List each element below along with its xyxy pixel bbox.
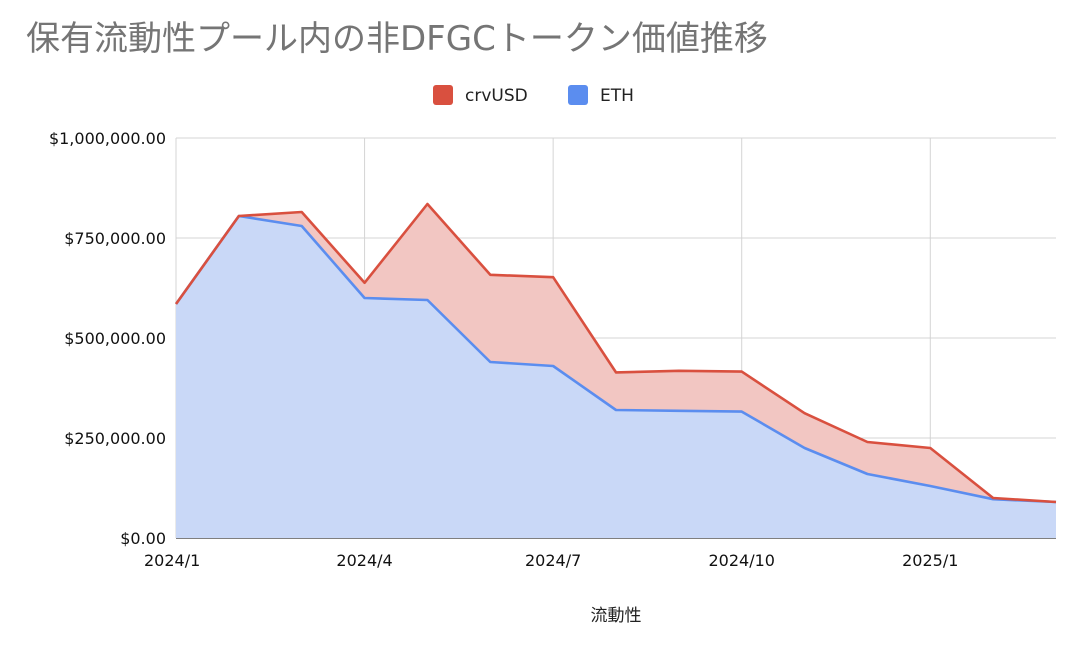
legend: crvUSD ETH [433,85,634,106]
x-tick-label: 2024/10 [708,551,774,570]
area-crvusd [176,204,1056,502]
x-tick-label: 2024/7 [525,551,581,570]
y-tick-label: $500,000.00 [64,329,166,348]
chart-title: 保有流動性プール内の非DFGCトークン価値推移 [26,19,768,59]
legend-label-crvusd: crvUSD [465,86,528,106]
y-tick-label: $750,000.00 [64,229,166,248]
y-tick-label: $0.00 [120,529,166,548]
area-eth [176,216,1056,538]
legend-label-eth: ETH [600,86,634,106]
series-lines [174,202,1057,504]
y-axis-ticks: $0.00 $250,000.00 $500,000.00 $750,000.00 $1… [49,129,166,548]
line-eth [174,214,1057,504]
x-tick-label: 2024/4 [336,551,392,570]
area-fills [176,204,1056,538]
x-axis-ticks: 2024/1 2024/4 2024/7 2024/10 2025/1 [144,551,958,570]
y-tick-label: $250,000.00 [64,429,166,448]
x-tick-label: 2025/1 [902,551,958,570]
legend-swatch-eth [568,85,588,105]
legend-swatch-crvusd [433,85,453,105]
line-crvusd [174,202,1057,504]
y-tick-label: $1,000,000.00 [49,129,166,148]
x-tick-label: 2024/1 [144,551,200,570]
x-axis-label: 流動性 [591,606,642,626]
